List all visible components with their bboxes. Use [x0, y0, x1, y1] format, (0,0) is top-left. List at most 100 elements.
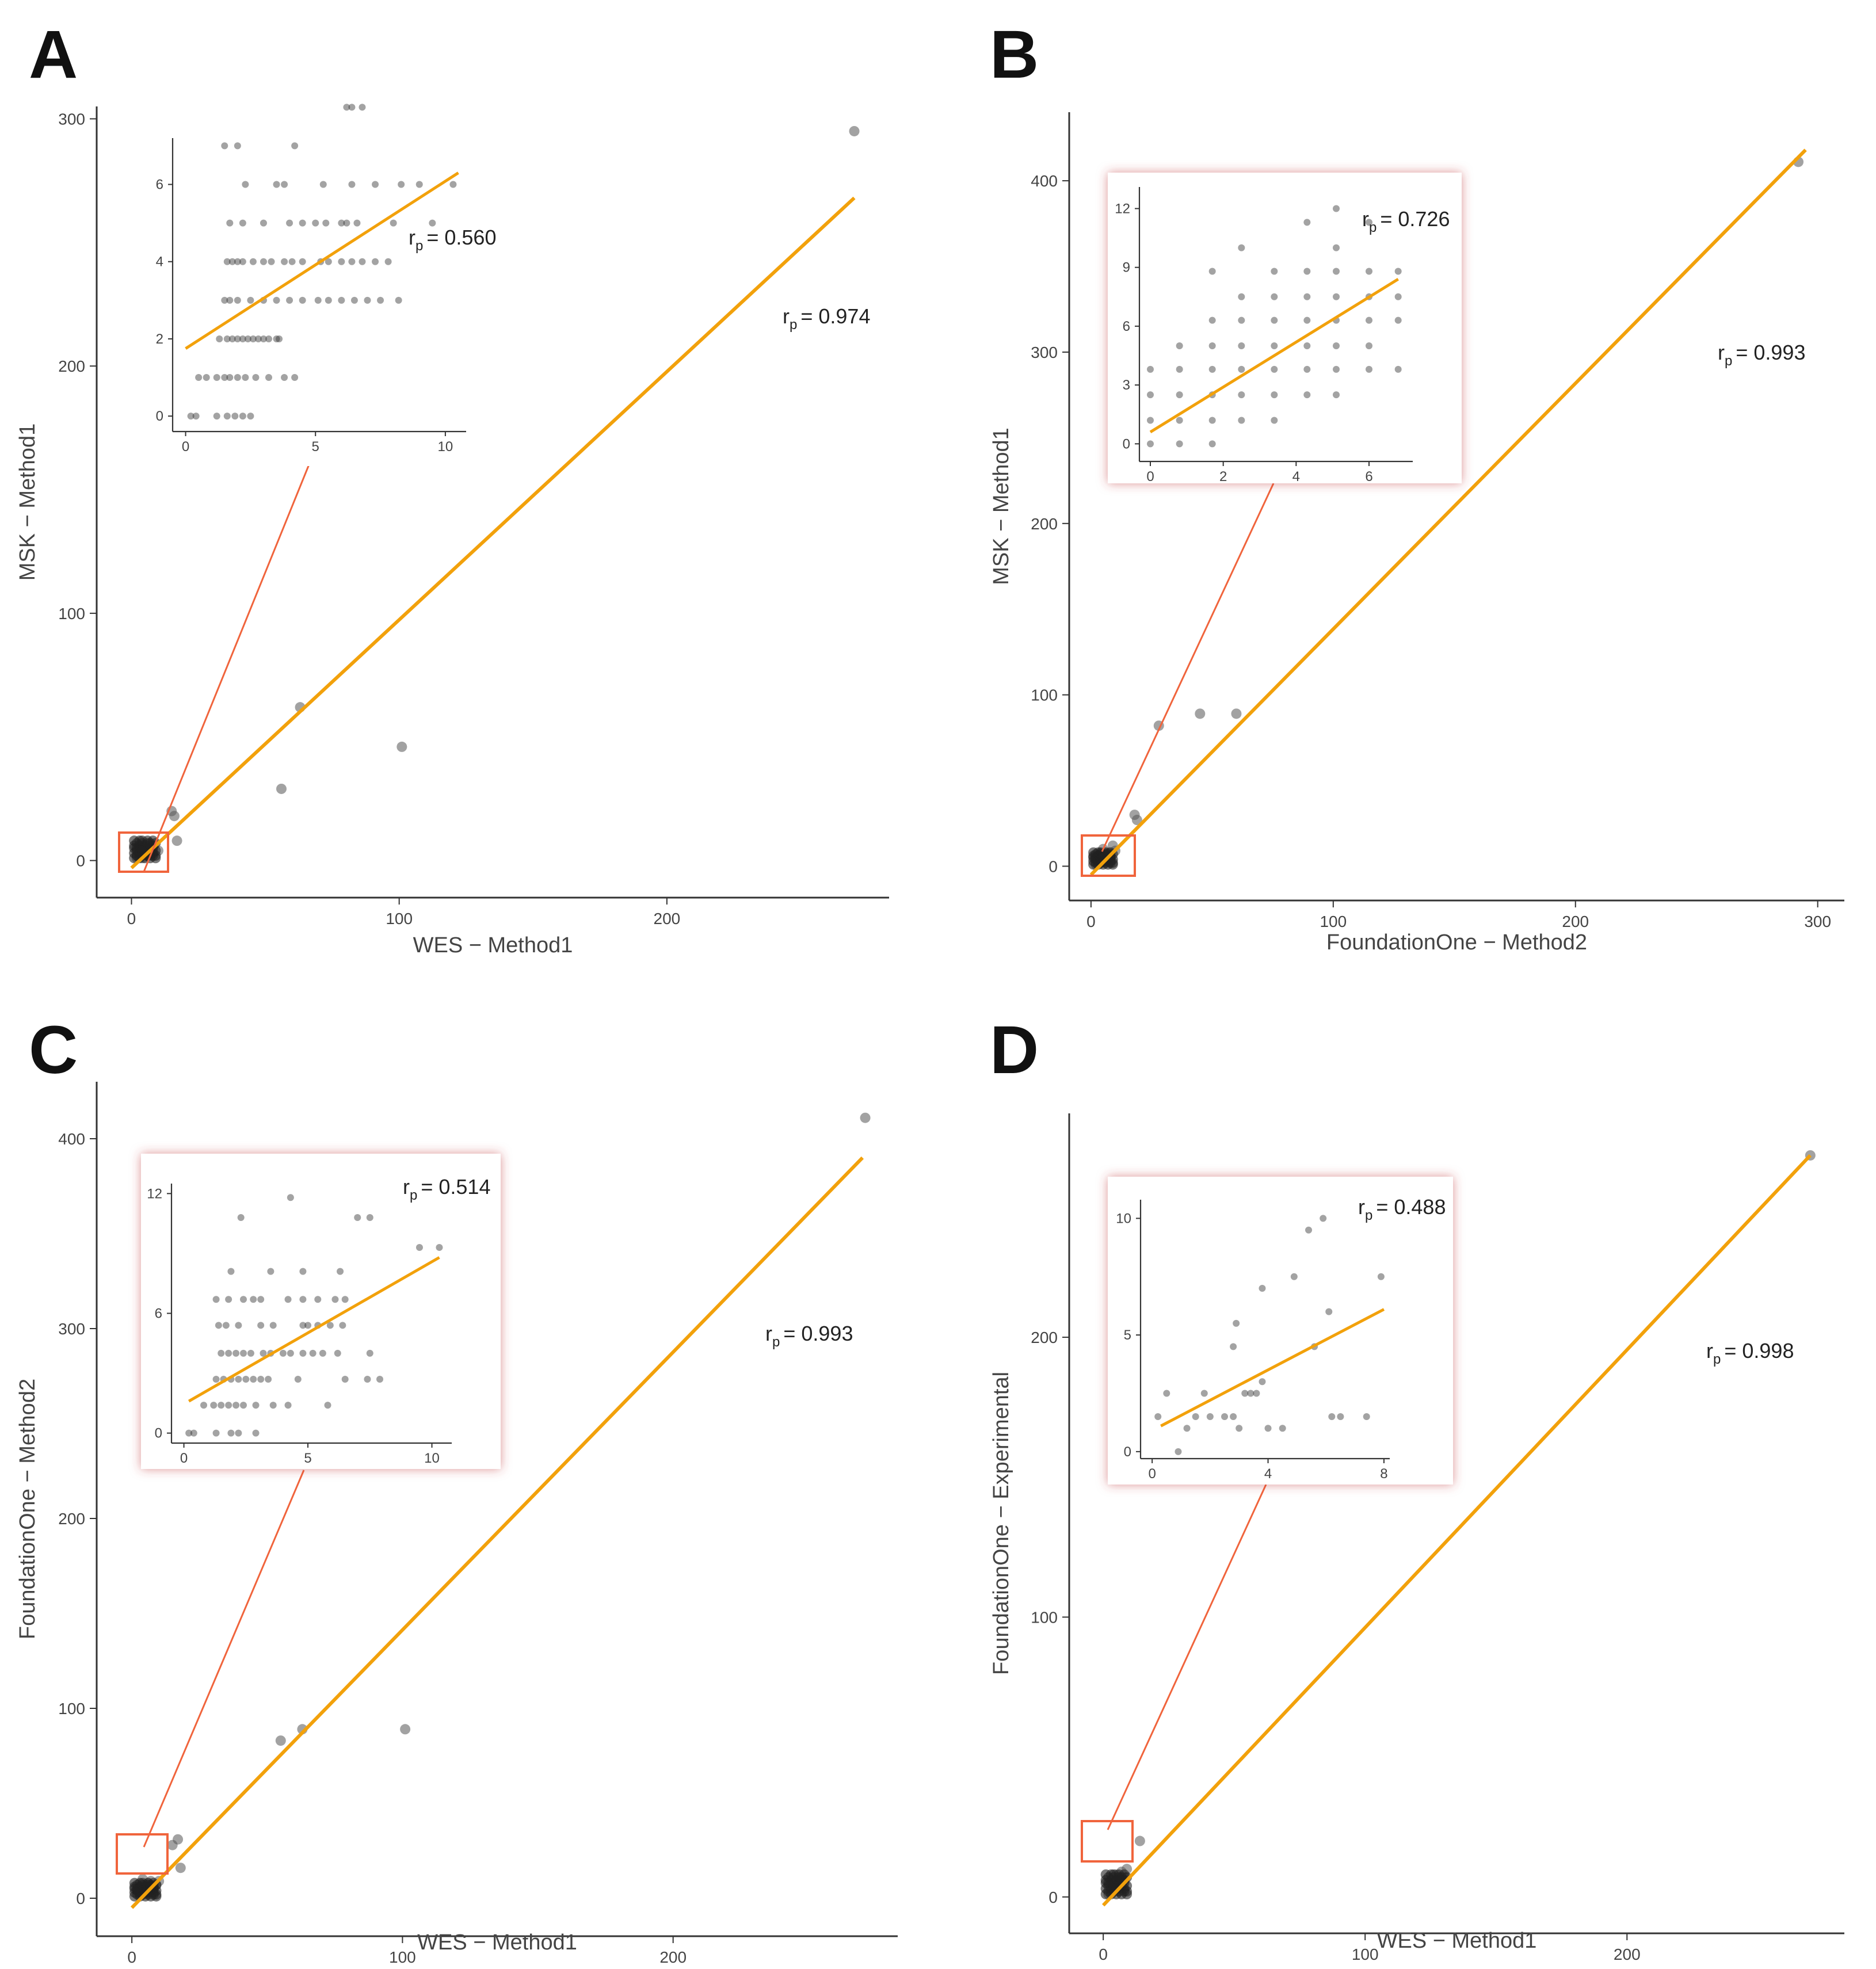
inset-data-point	[338, 296, 345, 304]
inset-plot: 0 5 10 0 6 12 rp = 0.514	[141, 1154, 501, 1469]
y-tick-label: 5	[1124, 1327, 1131, 1343]
inset-data-point	[1147, 391, 1154, 399]
inset-data-point	[1394, 293, 1402, 300]
data-point	[1108, 1880, 1119, 1891]
inset-data-point	[354, 1214, 361, 1221]
inset-data-point	[1333, 244, 1340, 251]
data-point	[134, 835, 145, 846]
inset-data-point	[1366, 342, 1372, 349]
y-tick-label: 9	[1123, 260, 1130, 276]
inset-data-point	[242, 1375, 250, 1383]
inset-data-point	[377, 296, 384, 304]
inset-data-point	[299, 296, 306, 304]
inset-data-point	[1333, 391, 1340, 399]
zoom-connector	[143, 460, 312, 872]
inset-fit-line	[188, 1256, 440, 1403]
inset-data-point	[221, 142, 228, 150]
pearson-r-label: rp = 0.974	[783, 304, 870, 333]
inset-data-point	[348, 104, 356, 111]
inset-data-point	[314, 1296, 322, 1303]
inset-data-point	[235, 1429, 242, 1437]
data-point	[1195, 708, 1206, 719]
inset-data-point	[339, 1322, 346, 1329]
inset-data-point	[265, 1375, 272, 1383]
inset-data-point	[1176, 365, 1183, 373]
inset-data-point	[1238, 391, 1245, 399]
inset-data-point	[1303, 219, 1311, 226]
data-point	[849, 125, 860, 136]
data-point	[142, 838, 153, 849]
fit-line	[1089, 148, 1807, 876]
x-tick-label: 8	[1380, 1466, 1387, 1482]
inset-data-point	[366, 1349, 373, 1357]
inset-fit-line	[185, 171, 459, 350]
inset-data-point	[1303, 268, 1311, 275]
data-point	[1114, 1872, 1124, 1883]
inset-plot: 0 5 10 0 2 4 6 rp = 0.560	[132, 104, 496, 466]
inset-data-point	[195, 374, 203, 381]
panel-label: B	[990, 17, 1039, 93]
y-tick-label: 400	[58, 1130, 85, 1148]
pearson-r-label: rp = 0.998	[1706, 1339, 1794, 1367]
inset-fit-line	[1160, 1308, 1385, 1428]
x-tick-label: 100	[1352, 1945, 1379, 1963]
x-tick-label: 4	[1292, 469, 1300, 484]
inset-data-point	[338, 219, 345, 227]
y-tick-label: 6	[155, 1306, 162, 1322]
x-axis-label: WES − Method1	[413, 933, 573, 957]
inset-data-point	[247, 1349, 254, 1357]
x-tick-label: 0	[1148, 1466, 1156, 1482]
inset-data-point	[212, 1296, 220, 1303]
inset-data-point	[287, 1194, 294, 1201]
inset-frame	[1108, 1177, 1453, 1485]
data-point	[1131, 815, 1142, 826]
x-tick-label: 100	[389, 1948, 416, 1966]
inset-data-point	[1230, 1413, 1237, 1421]
inset-data-point	[1366, 365, 1372, 373]
inset-data-point	[325, 258, 332, 265]
data-point	[1119, 1886, 1130, 1897]
inset-data-point	[1366, 268, 1372, 275]
inset-data-point	[286, 219, 293, 227]
x-tick-label: 200	[654, 910, 681, 928]
inset-data-point	[1271, 316, 1278, 324]
inset-data-point	[225, 1402, 232, 1409]
inset-data-point	[1238, 316, 1245, 324]
x-tick-label: 5	[304, 1451, 311, 1466]
inset-data-point	[1233, 1319, 1240, 1327]
inset-data-point	[223, 335, 231, 342]
inset-data-point	[239, 335, 246, 342]
inset-data-point	[1394, 316, 1402, 324]
inset-data-point	[436, 1244, 443, 1251]
inset-data-point	[1333, 268, 1340, 275]
x-tick-label: 10	[424, 1451, 440, 1466]
inset-data-point	[225, 1296, 232, 1303]
inset-data-point	[364, 1375, 371, 1383]
inset-data-point	[223, 258, 231, 265]
inset-data-point	[319, 1349, 326, 1357]
data-point	[860, 1112, 871, 1123]
inset-data-point	[257, 1296, 265, 1303]
x-tick-label: 200	[1562, 913, 1589, 930]
inset-data-point	[1208, 316, 1216, 324]
inset-data-point	[265, 374, 272, 381]
inset-data-point	[1333, 205, 1340, 212]
inset-data-point	[213, 374, 220, 381]
inset-data-point	[1279, 1425, 1286, 1432]
inset-data-point	[1271, 268, 1278, 275]
x-axis-label: WES − Method1	[1377, 1929, 1537, 1953]
inset-data-point	[398, 181, 405, 188]
inset-data-point	[1259, 1378, 1266, 1386]
inset-data-point	[1176, 417, 1183, 424]
inset-frame	[1108, 173, 1462, 483]
inset-data-point	[239, 1296, 247, 1303]
data-point	[1134, 1836, 1145, 1846]
x-tick-label: 2	[1219, 469, 1227, 484]
inset-data-point	[234, 142, 241, 150]
y-tick-label: 200	[58, 357, 85, 375]
inset-data-point	[1183, 1425, 1191, 1432]
inset-data-point	[252, 1429, 260, 1437]
x-tick-label: 200	[1614, 1945, 1641, 1963]
inset-data-point	[252, 1402, 260, 1409]
